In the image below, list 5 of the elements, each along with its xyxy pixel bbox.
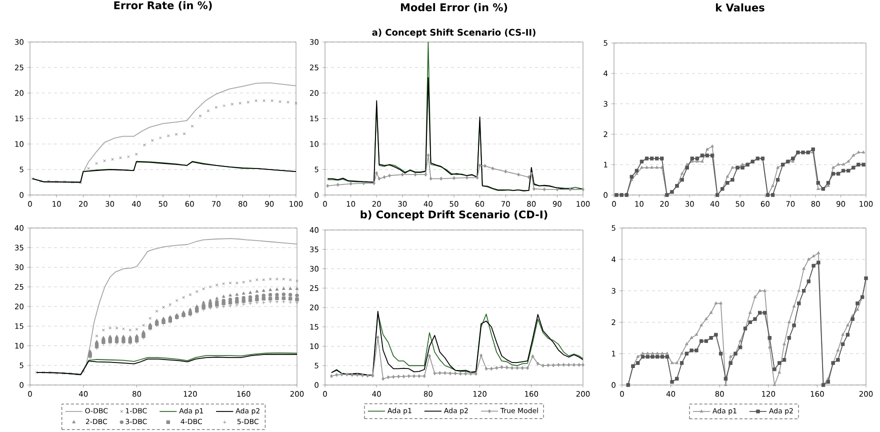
chart-title: Error Rate (in %) <box>114 1 212 10</box>
chart-title: b) Concept Drift Scenario (CD-I) <box>360 210 548 220</box>
chart-subtitle: a) Concept Shift Scenario (CS-II) <box>372 28 536 38</box>
chart-title: Model Error (in %) <box>400 3 508 12</box>
chart-title: k Values <box>716 3 764 12</box>
